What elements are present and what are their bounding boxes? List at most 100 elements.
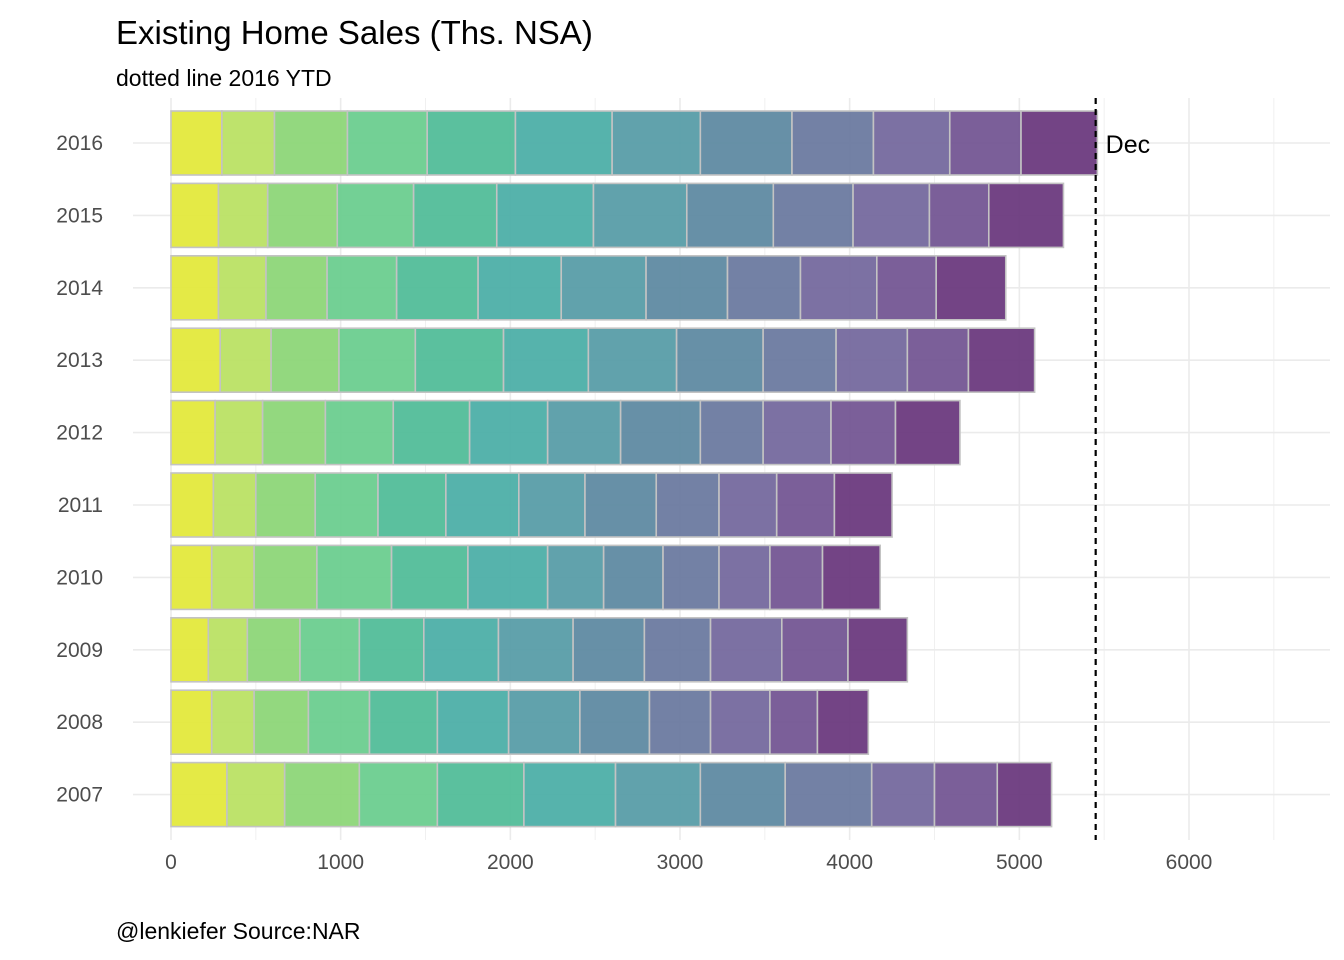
bar-segment-2011-oct xyxy=(718,472,778,538)
bar-segment-2016-jun xyxy=(514,110,613,176)
bar-segment-2009-may xyxy=(358,616,425,683)
bar-segment-2008-aug xyxy=(579,689,651,756)
y-tick-label: 2015 xyxy=(56,204,103,227)
x-tick-label: 5000 xyxy=(996,851,1043,874)
y-tick-label: 2010 xyxy=(56,566,103,589)
bar-segment-2015-oct xyxy=(852,182,931,249)
bar-segment-2014-apr xyxy=(326,255,398,321)
bar-segment-2007-dec xyxy=(996,761,1053,828)
bar-segment-2016-aug xyxy=(699,110,793,176)
bar-segment-2007-may xyxy=(436,761,525,828)
bar-segment-2007-aug xyxy=(699,761,786,828)
bar-segment-2014-jul xyxy=(560,255,647,321)
bar-segment-2010-apr xyxy=(316,544,393,611)
bar-segment-2008-mar xyxy=(253,689,310,756)
bar-segment-2014-oct xyxy=(799,255,878,321)
bar-segment-2007-feb xyxy=(226,761,286,828)
bar-segment-2009-nov xyxy=(780,616,849,683)
bar-segment-2012-jun xyxy=(468,399,549,466)
bar-segment-2011-apr xyxy=(314,472,379,538)
bar-segment-2013-dec xyxy=(967,327,1036,394)
y-tick-label: 2008 xyxy=(56,711,103,734)
bar-segment-2014-jan xyxy=(170,255,220,321)
bar-segment-2010-aug xyxy=(602,544,664,611)
bar-segment-2013-feb xyxy=(219,327,272,394)
y-tick-label: 2014 xyxy=(56,277,103,300)
bar-segment-2007-oct xyxy=(870,761,936,828)
x-tick-label: 3000 xyxy=(657,851,704,874)
bar-segment-2012-may xyxy=(392,399,471,466)
bar-segment-2010-sep xyxy=(662,544,720,611)
y-tick-label: 2011 xyxy=(58,494,103,517)
bar-segment-2015-mar xyxy=(266,182,339,249)
bar-segment-2007-mar xyxy=(283,761,361,828)
bar-segment-2013-jan xyxy=(170,327,222,394)
bar-segment-2010-oct xyxy=(718,544,771,611)
bar-segment-2015-jan xyxy=(170,182,220,249)
bar-segment-2009-sep xyxy=(643,616,712,683)
bar-segment-2016-jul xyxy=(611,110,702,176)
bar-segment-2012-nov xyxy=(830,399,897,466)
bar-segment-2015-jun xyxy=(495,182,595,249)
bar-segment-2009-jan xyxy=(170,616,210,683)
bar-segment-2011-jun xyxy=(445,472,520,538)
bar-segment-2012-dec xyxy=(894,399,961,466)
bar-segment-2012-apr xyxy=(324,399,395,466)
bar-segment-2016-feb xyxy=(221,110,276,176)
bar-segment-2007-jul xyxy=(614,761,702,828)
bar-segment-2012-jan xyxy=(170,399,216,466)
bar-segment-2010-jun xyxy=(467,544,549,611)
bar-segment-2015-aug xyxy=(685,182,775,249)
y-tick-label: 2013 xyxy=(56,349,103,372)
bar-segment-2008-jun xyxy=(436,689,510,756)
bar-segment-2011-feb xyxy=(212,472,257,538)
y-tick-label: 2007 xyxy=(56,784,103,807)
bar-segment-2010-dec xyxy=(821,544,882,611)
x-tick-label: 0 xyxy=(165,851,177,874)
bar-segment-2008-jul xyxy=(507,689,581,756)
bar-segment-2015-apr xyxy=(336,182,415,249)
bar-segment-2016-dec xyxy=(1020,110,1099,176)
bar-segment-2009-jul xyxy=(497,616,574,683)
bar-segment-2015-may xyxy=(412,182,498,249)
bar-segment-2015-sep xyxy=(772,182,854,249)
y-tick-label: 2016 xyxy=(56,132,103,155)
bar-segment-2009-mar xyxy=(246,616,301,683)
bar-segment-2011-aug xyxy=(584,472,658,538)
bar-segment-2016-jan xyxy=(170,110,223,176)
bar-segment-2012-mar xyxy=(261,399,327,466)
bar-segment-2008-apr xyxy=(307,689,371,756)
x-tick-label: 4000 xyxy=(826,851,873,874)
bar-segment-2008-may xyxy=(368,689,439,756)
bar-segment-2007-jan xyxy=(170,761,228,828)
reference-line-label: Dec xyxy=(1106,131,1150,159)
bar-segment-2011-nov xyxy=(775,472,836,538)
bar-segment-2007-apr xyxy=(358,761,439,828)
bar-segment-2014-feb xyxy=(217,255,267,321)
bar-segment-2013-aug xyxy=(675,327,764,394)
chart-caption: @lenkiefer Source:NAR xyxy=(116,918,361,944)
bar-segment-2011-mar xyxy=(255,472,317,538)
bar-segment-2008-jan xyxy=(170,689,213,756)
y-tick-label: 2012 xyxy=(56,422,103,445)
bar-segment-2012-aug xyxy=(619,399,702,466)
bar-segment-2007-jun xyxy=(523,761,617,828)
bar-segment-2010-mar xyxy=(253,544,318,611)
bar-segment-2014-mar xyxy=(265,255,328,321)
bar-segment-2013-jul xyxy=(587,327,678,394)
bar-segment-2013-oct xyxy=(835,327,909,394)
bar-segment-2009-aug xyxy=(572,616,646,683)
bar-segment-2010-jul xyxy=(546,544,605,611)
bar-segment-2010-may xyxy=(390,544,469,611)
bar-segment-2008-dec xyxy=(816,689,870,756)
chart-title: Existing Home Sales (Ths. NSA) xyxy=(116,14,593,51)
bar-segment-2014-dec xyxy=(935,255,1007,321)
bar-segment-2013-may xyxy=(414,327,505,394)
bar-segment-2010-jan xyxy=(170,544,213,611)
bar-segment-2013-nov xyxy=(906,327,970,394)
bar-segment-2011-may xyxy=(377,472,447,538)
x-tick-label: 6000 xyxy=(1166,851,1213,874)
bar-segment-2012-sep xyxy=(699,399,764,466)
bar-segment-2014-nov xyxy=(876,255,937,321)
bar-segment-2008-nov xyxy=(769,689,819,756)
